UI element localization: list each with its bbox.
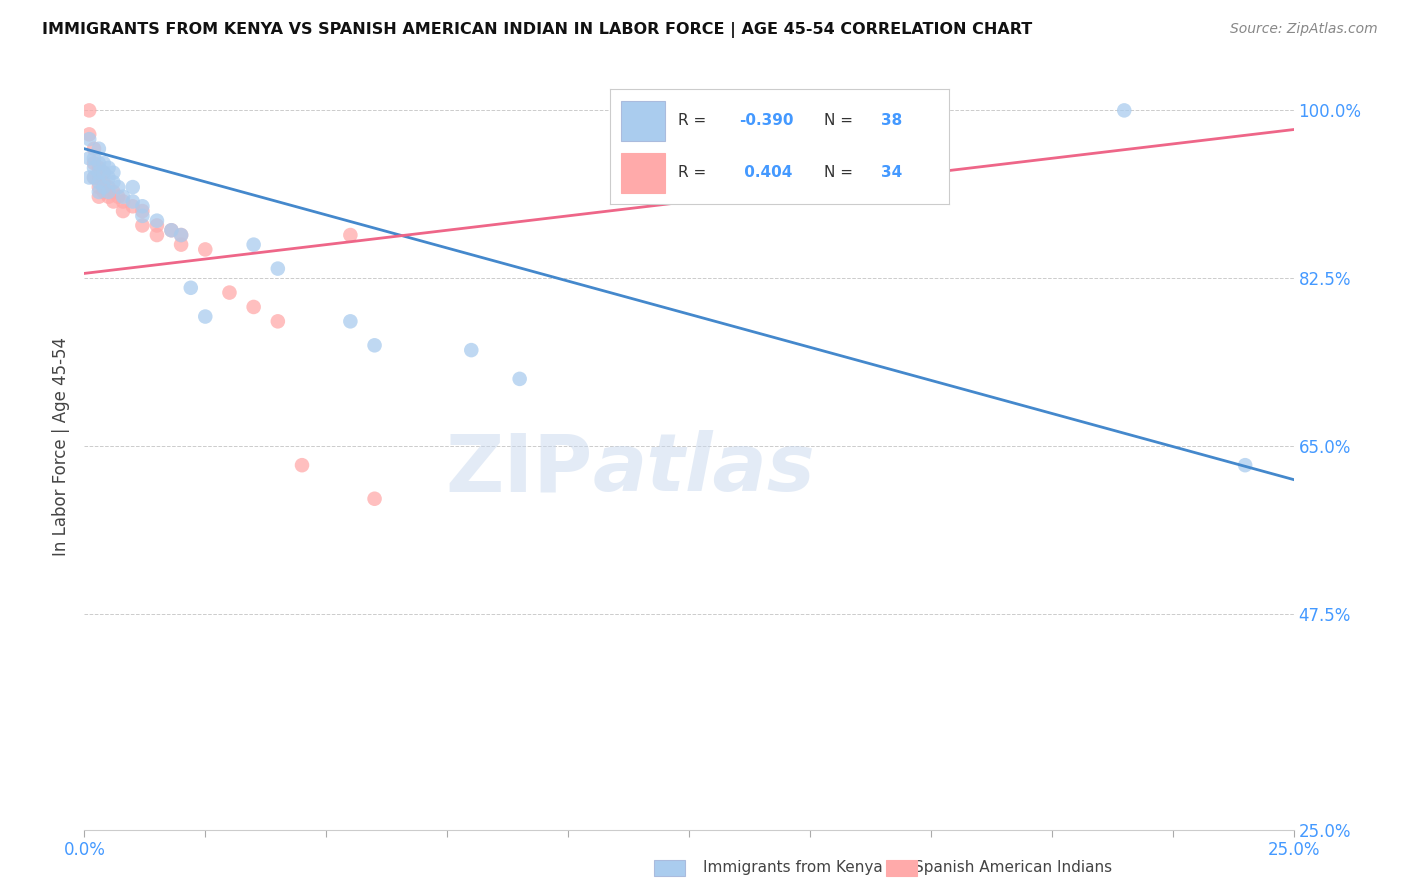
Point [87, 170, 110, 185]
Point [131, 219, 153, 233]
Point [97, 180, 120, 194]
Point [339, 314, 361, 328]
Point [146, 219, 169, 233]
Point [93, 180, 115, 194]
Point [170, 237, 193, 252]
Point [107, 189, 129, 203]
Point [83, 152, 105, 166]
Point [194, 243, 217, 257]
Point [97, 189, 120, 203]
Point [121, 199, 143, 213]
Point [460, 343, 482, 358]
Point [77, 128, 100, 142]
Point [131, 199, 153, 213]
Point [267, 261, 290, 276]
Point [107, 180, 129, 194]
Point [87, 180, 110, 194]
Point [112, 189, 135, 203]
Point [77, 170, 100, 185]
Point [112, 204, 135, 219]
Point [1114, 103, 1136, 118]
Text: Immigrants from Kenya: Immigrants from Kenya [703, 860, 883, 874]
Point [103, 194, 125, 209]
Point [121, 180, 143, 194]
Text: ZIP: ZIP [444, 430, 592, 508]
Point [363, 491, 385, 506]
Point [218, 285, 240, 300]
Point [103, 185, 125, 199]
Point [160, 223, 183, 237]
Point [97, 170, 120, 185]
Point [97, 185, 120, 199]
Point [93, 156, 115, 170]
Point [363, 338, 385, 352]
Point [77, 132, 100, 146]
Point [87, 156, 110, 170]
Point [131, 204, 153, 219]
Point [242, 300, 264, 314]
Point [146, 213, 169, 227]
Point [339, 228, 361, 243]
Point [97, 161, 120, 175]
Point [77, 103, 100, 118]
Point [87, 161, 110, 175]
Point [194, 310, 217, 324]
Point [180, 281, 202, 295]
Text: IMMIGRANTS FROM KENYA VS SPANISH AMERICAN INDIAN IN LABOR FORCE | AGE 45-54 CORR: IMMIGRANTS FROM KENYA VS SPANISH AMERICA… [42, 22, 1032, 38]
Point [87, 166, 110, 180]
Point [83, 142, 105, 156]
Text: atlas: atlas [592, 430, 815, 508]
Point [83, 170, 105, 185]
Point [93, 166, 115, 180]
Point [121, 194, 143, 209]
Point [509, 372, 531, 386]
Point [112, 194, 135, 209]
Point [242, 237, 264, 252]
Point [93, 166, 115, 180]
Point [170, 228, 193, 243]
Point [170, 228, 193, 243]
Text: Spanish American Indians: Spanish American Indians [914, 860, 1112, 874]
Point [77, 152, 100, 166]
Point [87, 142, 110, 156]
Point [103, 166, 125, 180]
Point [87, 185, 110, 199]
Point [160, 223, 183, 237]
Point [103, 175, 125, 189]
Point [83, 161, 105, 175]
Text: Source: ZipAtlas.com: Source: ZipAtlas.com [1230, 22, 1378, 37]
Point [87, 189, 110, 203]
Point [1234, 458, 1257, 473]
Point [83, 156, 105, 170]
Point [146, 228, 169, 243]
Point [93, 185, 115, 199]
Point [87, 175, 110, 189]
Point [93, 175, 115, 189]
Point [131, 209, 153, 223]
Point [267, 314, 290, 328]
Point [83, 170, 105, 185]
Y-axis label: In Labor Force | Age 45-54: In Labor Force | Age 45-54 [52, 336, 70, 556]
Point [291, 458, 314, 473]
